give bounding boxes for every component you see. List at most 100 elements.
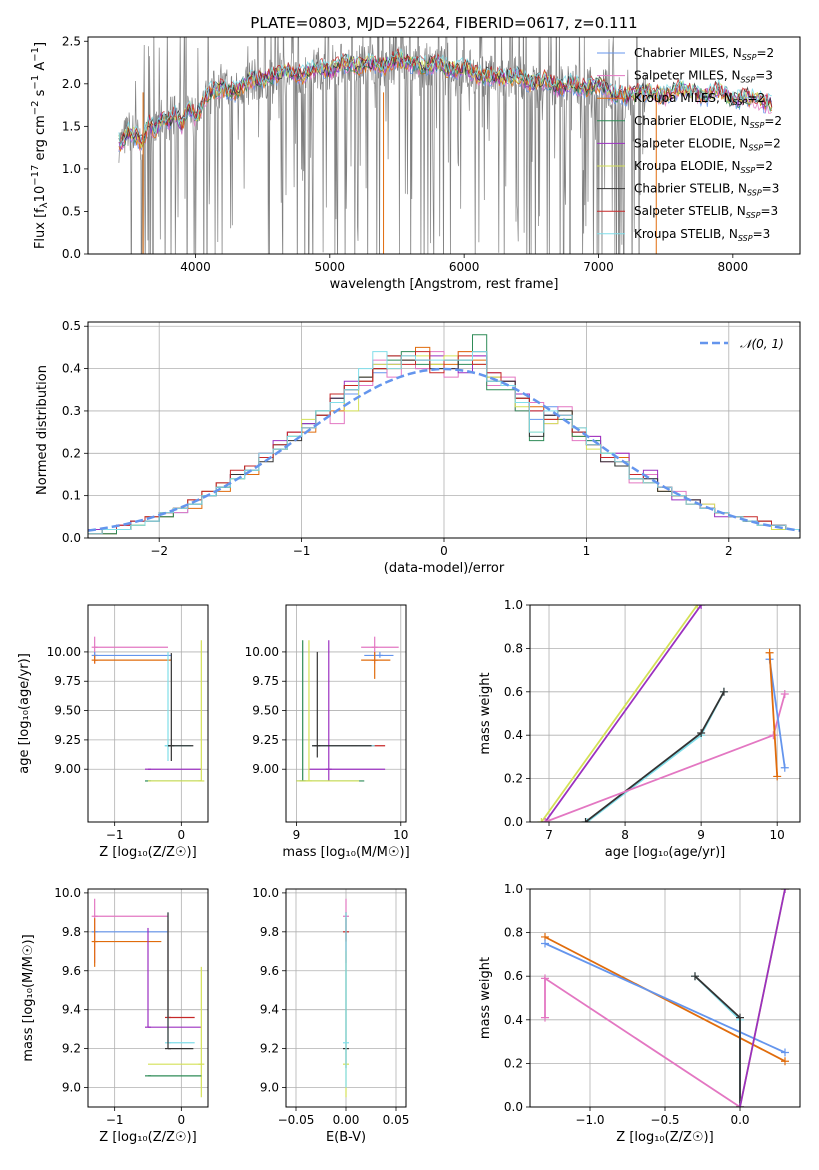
x-tick-label: 5000 bbox=[315, 260, 346, 274]
axes-frame bbox=[87, 321, 801, 539]
weight-marker bbox=[541, 818, 550, 822]
x-tick-label: −0.05 bbox=[278, 1113, 315, 1127]
data-point bbox=[165, 912, 194, 1050]
legend-label: Chabrier ELODIE, NSSP=2 bbox=[634, 114, 782, 130]
y-tick-label: 0.4 bbox=[504, 1013, 523, 1027]
x-tick-label: 7000 bbox=[583, 260, 614, 274]
x-tick-label: −2 bbox=[150, 544, 168, 558]
x-tick-label: 0 bbox=[440, 544, 448, 558]
mass-vs-extinction-axes: −0.05 0.00 0.05 9.0 9.2 9.4 9.6 9.8 10.0 E(B-V) bbox=[252, 886, 409, 1145]
y-tick-label: 0.0 bbox=[62, 531, 81, 545]
x-tick-label: 8 bbox=[621, 828, 629, 842]
y-tick-label: 10.00 bbox=[47, 645, 81, 659]
x-tick-label: −1 bbox=[293, 544, 311, 558]
y-axis-label: Flux [fλ10−17 erg cm−2 s−1 A−1] bbox=[30, 42, 50, 249]
y-tick-label: 9.00 bbox=[54, 762, 81, 776]
data-point bbox=[91, 655, 172, 664]
y-tick-label: 9.8 bbox=[62, 925, 81, 939]
weight-line bbox=[544, 942, 786, 1054]
weight-marker bbox=[780, 689, 789, 698]
weight-marker bbox=[537, 818, 546, 822]
x-tick-label: −1 bbox=[106, 1113, 124, 1127]
weight-marker bbox=[780, 763, 789, 772]
y-tick-label: 0.2 bbox=[62, 446, 81, 460]
y-tick-label: 0.5 bbox=[62, 204, 81, 218]
weight-line bbox=[544, 605, 702, 822]
weight-marker bbox=[581, 818, 590, 822]
x-tick-label: 0.05 bbox=[383, 1113, 410, 1127]
x-axis-label: Z [log₁₀(Z/Z☉)] bbox=[99, 845, 196, 860]
y-axis-label: Normed distribution bbox=[35, 365, 50, 495]
weight-marker bbox=[697, 729, 706, 738]
y-tick-label: 9.50 bbox=[54, 704, 81, 718]
weight-marker bbox=[781, 1048, 789, 1057]
weight-line bbox=[544, 936, 786, 1062]
y-tick-label: 9.4 bbox=[62, 1003, 81, 1017]
y-tick-label: 9.2 bbox=[260, 1042, 279, 1056]
y-tick-label: 10.00 bbox=[245, 645, 279, 659]
y-tick-label: 9.0 bbox=[260, 1081, 279, 1095]
y-tick-label: 0.0 bbox=[504, 815, 523, 829]
y-tick-label: 9.6 bbox=[260, 964, 279, 978]
y-tick-label: 0.8 bbox=[504, 926, 523, 940]
x-axis-label: (data-model)/error bbox=[384, 561, 505, 576]
y-tick-label: 10.0 bbox=[54, 886, 81, 900]
age-vs-metallicity-plot-area bbox=[91, 636, 205, 782]
histogram-series bbox=[88, 351, 800, 535]
x-tick-label: 10 bbox=[770, 828, 785, 842]
y-tick-label: 0.8 bbox=[504, 641, 523, 655]
axes-frame bbox=[529, 888, 801, 1108]
weight-marker bbox=[541, 974, 549, 983]
x-tick-label: 4000 bbox=[180, 260, 211, 274]
data-point bbox=[168, 653, 194, 762]
x-tick-label: 10 bbox=[393, 828, 408, 842]
axes-frame bbox=[285, 604, 407, 823]
weight-marker bbox=[781, 1057, 789, 1066]
weight-line bbox=[768, 659, 786, 768]
weight-marker bbox=[541, 939, 549, 948]
y-tick-label: 1.0 bbox=[62, 162, 81, 176]
y-tick-label: 9.6 bbox=[62, 964, 81, 978]
legend-label: 𝒩(0, 1) bbox=[740, 337, 784, 351]
y-tick-label: 1.5 bbox=[62, 119, 81, 133]
y-tick-label: 0.2 bbox=[504, 1056, 523, 1070]
y-tick-label: 0.1 bbox=[62, 489, 81, 503]
legend-label: Kroupa ELODIE, NSSP=2 bbox=[634, 159, 773, 175]
y-tick-label: 0.0 bbox=[504, 1100, 523, 1114]
axes-frame bbox=[285, 888, 407, 1108]
y-tick-label: 0.2 bbox=[504, 772, 523, 786]
x-axis-label: wavelength [Angstrom, rest frame] bbox=[330, 277, 559, 292]
x-tick-label: 1 bbox=[583, 544, 591, 558]
weight-marker bbox=[583, 818, 592, 822]
axes-frame bbox=[87, 36, 801, 255]
y-tick-label: 0.4 bbox=[62, 362, 81, 376]
data-point bbox=[308, 640, 386, 781]
y-axis-label: mass weight bbox=[478, 672, 493, 754]
model-spectrum bbox=[118, 48, 772, 147]
age-vs-mass-axes: 9 10 9.00 9.25 9.50 9.75 10.00 mass [log₁₀(M/M☉… bbox=[245, 604, 410, 860]
y-tick-label: 0.3 bbox=[62, 404, 81, 418]
x-tick-label: −1.0 bbox=[575, 1113, 604, 1127]
weight-line bbox=[768, 652, 779, 777]
mass-vs-metallicity-axes: −1 0 9.0 9.2 9.4 9.6 9.8 10.0 Z [log₁₀(Z/Z☉)] mas… bbox=[21, 886, 209, 1145]
y-tick-label: 9.8 bbox=[260, 925, 279, 939]
axes-frame bbox=[87, 888, 209, 1108]
x-tick-label: 9 bbox=[697, 828, 705, 842]
y-tick-label: 10.0 bbox=[252, 886, 279, 900]
mass-weight-vs-age-plot-area bbox=[537, 605, 789, 822]
x-axis-label: Z [log₁₀(Z/Z☉)] bbox=[616, 1130, 713, 1145]
y-tick-label: 9.00 bbox=[252, 762, 279, 776]
figure-title: PLATE=0803, MJD=52264, FIBERID=0617, z=0… bbox=[250, 14, 637, 32]
y-tick-label: 0.5 bbox=[62, 319, 81, 333]
gaussian-curve bbox=[88, 367, 800, 532]
mass-weight-vs-metallicity-plot-area bbox=[541, 889, 789, 1107]
y-tick-label: 9.75 bbox=[54, 674, 81, 688]
legend-label: Kroupa STELIB, NSSP=3 bbox=[634, 227, 770, 243]
x-tick-label: 0.0 bbox=[730, 1113, 749, 1127]
weight-marker bbox=[693, 605, 702, 609]
y-tick-label: 9.4 bbox=[260, 1003, 279, 1017]
legend-label: Salpeter ELODIE, NSSP=2 bbox=[634, 136, 781, 152]
legend-label: Chabrier STELIB, NSSP=3 bbox=[634, 182, 779, 198]
data-point bbox=[91, 918, 162, 967]
